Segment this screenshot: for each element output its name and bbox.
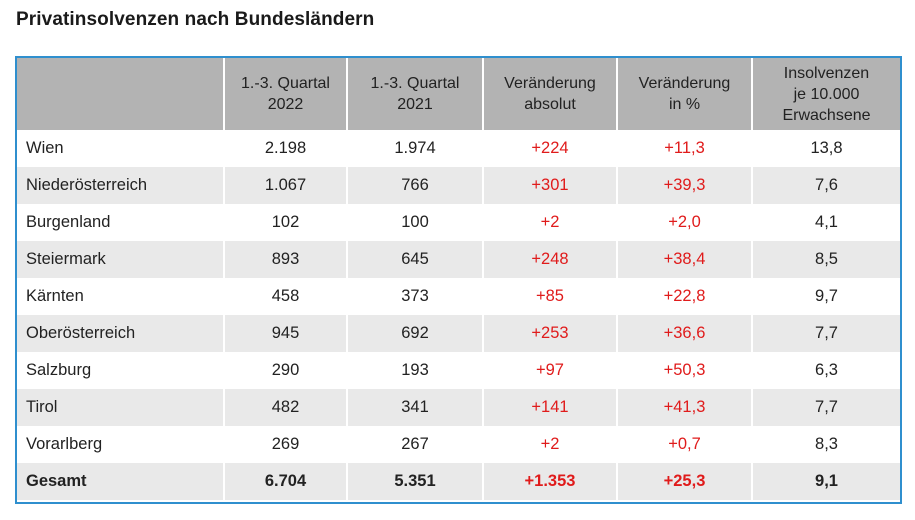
change-absolute: +2 — [483, 204, 618, 241]
table-row: Tirol 482 341 +141 +41,3 7,7 — [17, 389, 900, 426]
change-percent: +41,3 — [617, 389, 753, 426]
per-10000-value: 6,3 — [752, 352, 900, 389]
per-10000-value: 8,5 — [752, 241, 900, 278]
q2021-value: 692 — [347, 315, 484, 352]
q2022-value: 2.198 — [224, 130, 348, 167]
q2022-value: 482 — [224, 389, 348, 426]
table-row: Oberösterreich 945 692 +253 +36,6 7,7 — [17, 315, 900, 352]
table-row: Kärnten 458 373 +85 +22,8 9,7 — [17, 278, 900, 315]
q2022-value: 269 — [224, 426, 348, 463]
q2021-value: 766 — [347, 167, 484, 204]
q2022-value: 893 — [224, 241, 348, 278]
header-cell-q2022: 1.-3. Quartal 2022 — [224, 58, 348, 130]
per-10000-value: 9,1 — [752, 463, 900, 500]
header-cell-q2021: 1.-3. Quartal 2021 — [347, 58, 484, 130]
change-absolute: +301 — [483, 167, 618, 204]
region-name: Wien — [17, 130, 225, 167]
per-10000-value: 9,7 — [752, 278, 900, 315]
region-name: Tirol — [17, 389, 225, 426]
change-absolute: +2 — [483, 426, 618, 463]
header-cell-per-10000: Insolvenzen je 10.000 Erwachsene — [752, 58, 900, 130]
per-10000-value: 4,1 — [752, 204, 900, 241]
change-absolute: +224 — [483, 130, 618, 167]
q2022-value: 1.067 — [224, 167, 348, 204]
q2021-value: 193 — [347, 352, 484, 389]
q2022-value: 102 — [224, 204, 348, 241]
change-absolute: +1.353 — [483, 463, 618, 500]
header-label: Veränderung absolut — [504, 75, 596, 113]
q2021-value: 373 — [347, 278, 484, 315]
region-name: Oberösterreich — [17, 315, 225, 352]
per-10000-value: 7,7 — [752, 315, 900, 352]
q2021-value: 1.974 — [347, 130, 484, 167]
q2022-value: 290 — [224, 352, 348, 389]
header-label: 1.-3. Quartal 2022 — [241, 75, 330, 113]
table-row: Steiermark 893 645 +248 +38,4 8,5 — [17, 241, 900, 278]
q2021-value: 267 — [347, 426, 484, 463]
change-percent: +2,0 — [617, 204, 753, 241]
change-percent: +38,4 — [617, 241, 753, 278]
header-row: 1.-3. Quartal 2022 1.-3. Quartal 2021 Verä… — [17, 58, 900, 130]
header-label: Veränderung in % — [638, 75, 731, 113]
header-cell-region — [17, 58, 225, 130]
page-title: Privatinsolvenzen nach Bundesländern — [16, 9, 375, 30]
q2021-value: 341 — [347, 389, 484, 426]
per-10000-value: 8,3 — [752, 426, 900, 463]
change-percent: +11,3 — [617, 130, 753, 167]
table-row: Niederösterreich 1.067 766 +301 +39,3 7,6 — [17, 167, 900, 204]
table-row: Salzburg 290 193 +97 +50,3 6,3 — [17, 352, 900, 389]
table-row: Burgenland 102 100 +2 +2,0 4,1 — [17, 204, 900, 241]
change-percent: +0,7 — [617, 426, 753, 463]
region-name: Steiermark — [17, 241, 225, 278]
region-name: Burgenland — [17, 204, 225, 241]
header-cell-change-absolute: Veränderung absolut — [483, 58, 618, 130]
table-row: Wien 2.198 1.974 +224 +11,3 13,8 — [17, 130, 900, 167]
change-absolute: +248 — [483, 241, 618, 278]
header-cell-change-percent: Veränderung in % — [617, 58, 753, 130]
change-percent: +22,8 — [617, 278, 753, 315]
table-frame: 1.-3. Quartal 2022 1.-3. Quartal 2021 Verä… — [15, 56, 902, 504]
change-percent: +25,3 — [617, 463, 753, 500]
region-name: Gesamt — [17, 463, 225, 500]
region-name: Salzburg — [17, 352, 225, 389]
change-percent: +39,3 — [617, 167, 753, 204]
q2021-value: 100 — [347, 204, 484, 241]
q2021-value: 5.351 — [347, 463, 484, 500]
change-percent: +50,3 — [617, 352, 753, 389]
region-name: Vorarlberg — [17, 426, 225, 463]
header-label: 1.-3. Quartal 2021 — [370, 75, 460, 113]
change-absolute: +85 — [483, 278, 618, 315]
per-10000-value: 7,6 — [752, 167, 900, 204]
insolvency-table: 1.-3. Quartal 2022 1.-3. Quartal 2021 Verä… — [17, 58, 900, 500]
table-row: Vorarlberg 269 267 +2 +0,7 8,3 — [17, 426, 900, 463]
per-10000-value: 13,8 — [752, 130, 900, 167]
per-10000-value: 7,7 — [752, 389, 900, 426]
change-absolute: +253 — [483, 315, 618, 352]
region-name: Kärnten — [17, 278, 225, 315]
q2022-value: 945 — [224, 315, 348, 352]
q2021-value: 645 — [347, 241, 484, 278]
region-name: Niederösterreich — [17, 167, 225, 204]
q2022-value: 458 — [224, 278, 348, 315]
change-percent: +36,6 — [617, 315, 753, 352]
change-absolute: +97 — [483, 352, 618, 389]
change-absolute: +141 — [483, 389, 618, 426]
total-row: Gesamt 6.704 5.351 +1.353 +25,3 9,1 — [17, 463, 900, 500]
header-label: Insolvenzen je 10.000 Erwachsene — [782, 64, 871, 124]
q2022-value: 6.704 — [224, 463, 348, 500]
